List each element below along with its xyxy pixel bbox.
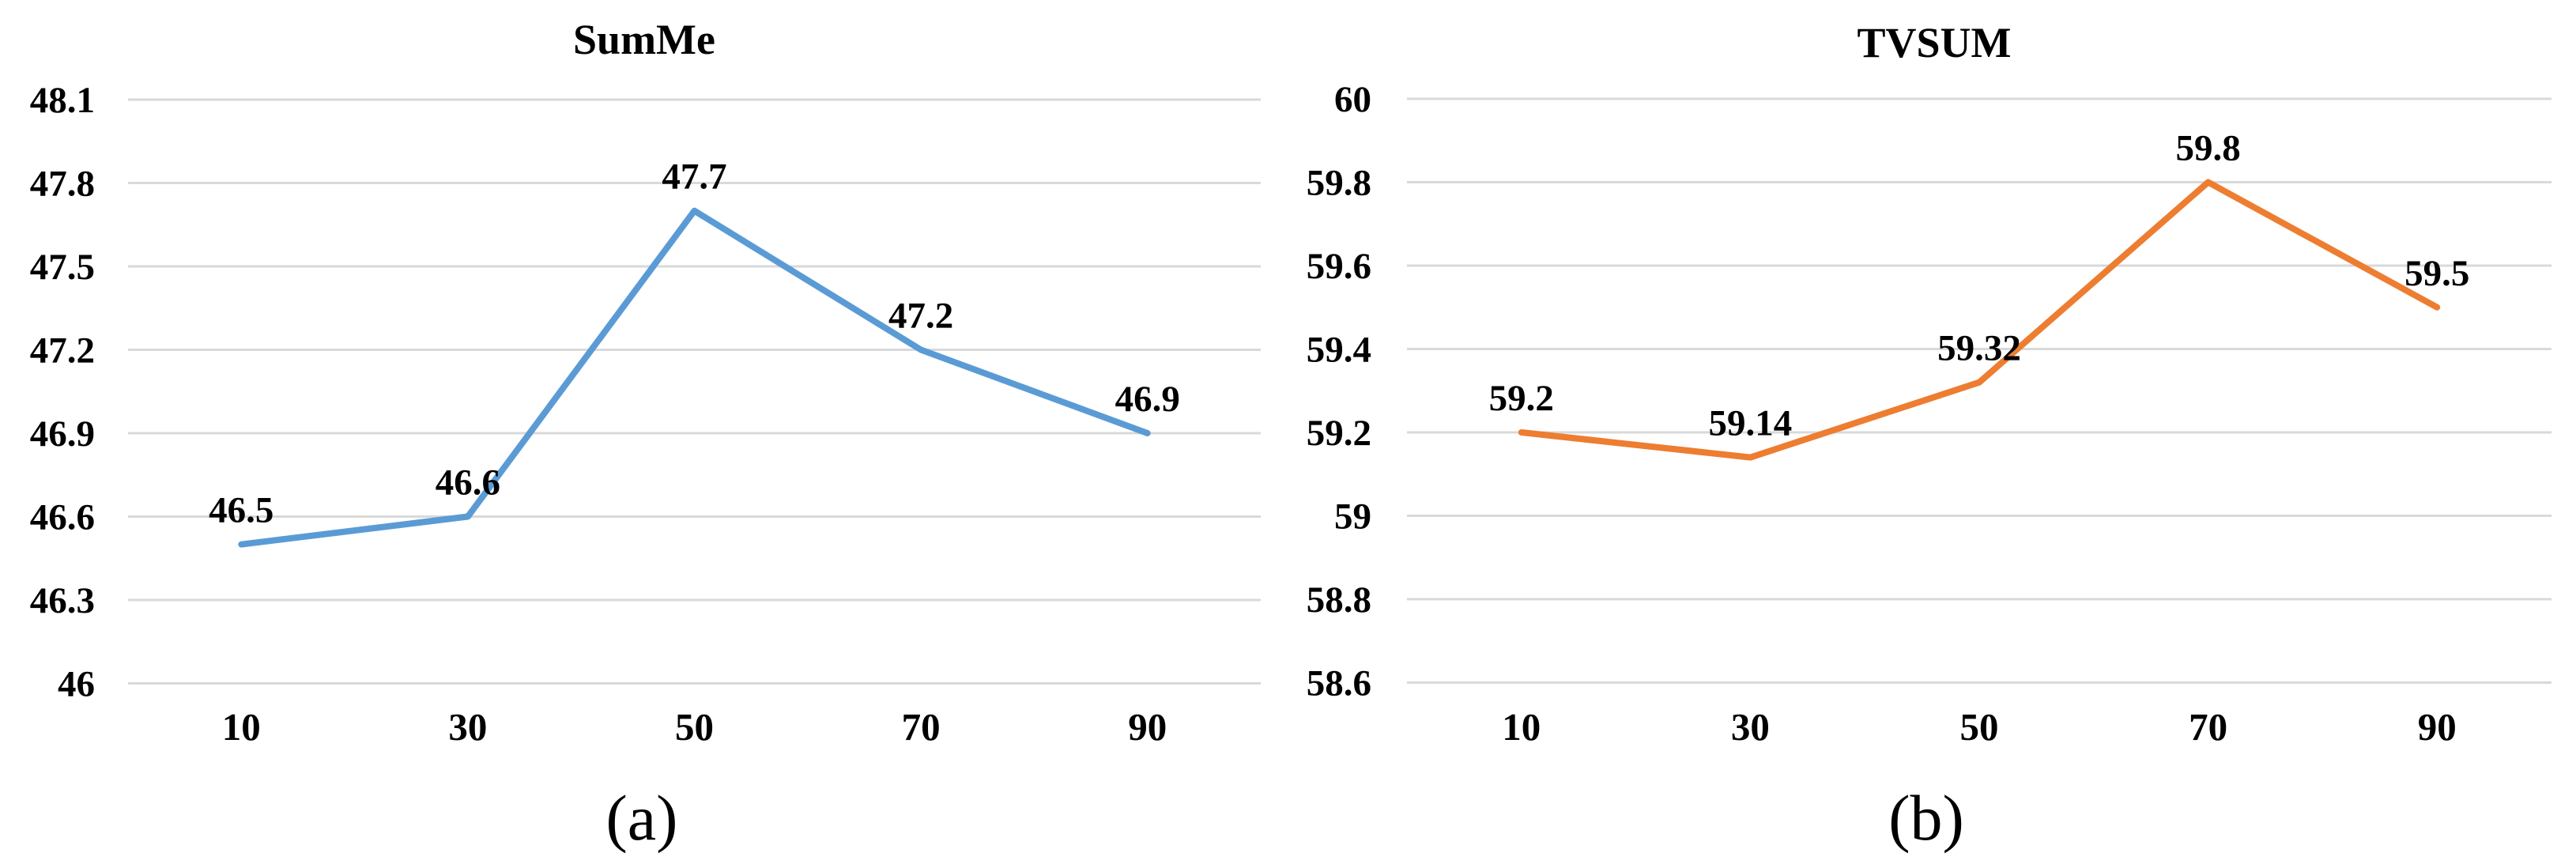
tvsum-y-axis-tick-label: 58.8 xyxy=(1307,579,1371,621)
tvsum-y-axis-tick-label: 59.2 xyxy=(1307,413,1371,454)
summe-data-point-label: 46.5 xyxy=(209,490,273,531)
tvsum-y-axis-tick-label: 60 xyxy=(1334,79,1371,120)
summe-data-point-label: 46.6 xyxy=(436,462,500,504)
tvsum-y-axis-tick-label: 58.6 xyxy=(1307,663,1371,704)
summe-data-point-label: 46.9 xyxy=(1115,379,1180,420)
tvsum-y-axis-tick-label: 59.8 xyxy=(1307,163,1371,204)
summe-plot-area: 48.1 47.8 47.5 47.2 46.9 46.6 46.3 46 10 30 50 70 90… xyxy=(30,80,1261,749)
summe-y-axis-tick-label: 47.8 xyxy=(30,164,95,205)
tvsum-y-axis-tick-label: 59.4 xyxy=(1307,330,1371,371)
summe-data-point-label: 47.7 xyxy=(662,157,726,198)
tvsum-data-point-label: 59.5 xyxy=(2404,253,2469,294)
summe-y-axis-tick-label: 46.3 xyxy=(30,580,95,621)
tvsum-data-point-label: 59.14 xyxy=(1709,403,1793,444)
summe-chart-title: SumMe xyxy=(573,16,715,63)
tvsum-data-point-label: 59.32 xyxy=(1937,328,2021,369)
summe-y-axis-tick-label: 47.2 xyxy=(30,330,95,372)
tvsum-y-axis-tick-label: 59 xyxy=(1334,496,1371,538)
summe-x-axis-tick-label: 10 xyxy=(222,705,261,749)
tvsum-x-axis-tick-label: 70 xyxy=(2189,705,2227,749)
summe-y-axis-tick-label: 46 xyxy=(58,664,95,705)
tvsum-series-line xyxy=(1518,179,2441,461)
tvsum-x-axis-tick-label: 30 xyxy=(1731,705,1770,749)
summe-y-axis-tick-label: 46.6 xyxy=(30,497,95,538)
summe-y-axis-tick-label: 48.1 xyxy=(30,80,95,121)
subfigure-label-b: (b) xyxy=(1888,782,1964,854)
tvsum-x-axis-tick-label: 50 xyxy=(1960,705,1999,749)
tvsum-data-point-label: 59.8 xyxy=(2175,128,2240,169)
summe-x-axis-tick-label: 50 xyxy=(675,705,714,749)
tvsum-chart-title: TVSUM xyxy=(1857,19,2011,66)
summe-x-axis-tick-label: 30 xyxy=(448,705,487,749)
tvsum-x-axis-tick-label: 90 xyxy=(2418,705,2457,749)
summe-x-axis-tick-label: 90 xyxy=(1128,705,1167,749)
subfigure-label-a: (a) xyxy=(605,782,677,854)
summe-series-line xyxy=(238,207,1151,548)
summe-data-point-label: 47.2 xyxy=(888,296,953,337)
tvsum-plot-area: 60 59.8 59.6 59.4 59.2 59 58.8 58.6 10 30 50 70 90 59… xyxy=(1307,79,2551,749)
summe-y-axis-tick-label: 47.5 xyxy=(30,247,95,288)
summe-y-axis-tick-label: 46.9 xyxy=(30,413,95,455)
tvsum-y-axis-tick-label: 59.6 xyxy=(1307,246,1371,287)
tvsum-x-axis-tick-label: 10 xyxy=(1502,705,1541,749)
summe-x-axis-tick-label: 70 xyxy=(902,705,941,749)
tvsum-data-point-label: 59.2 xyxy=(1489,378,1554,419)
summe-chart-panel: SumMe 48.1 47.8 47.5 47.2 46.9 46.6 46.3 46 10 30… xyxy=(30,16,1261,854)
tvsum-chart-panel: TVSUM 60 59.8 59.6 59.4 59.2 59 58.8 58.6 10 30 50… xyxy=(1307,19,2551,854)
